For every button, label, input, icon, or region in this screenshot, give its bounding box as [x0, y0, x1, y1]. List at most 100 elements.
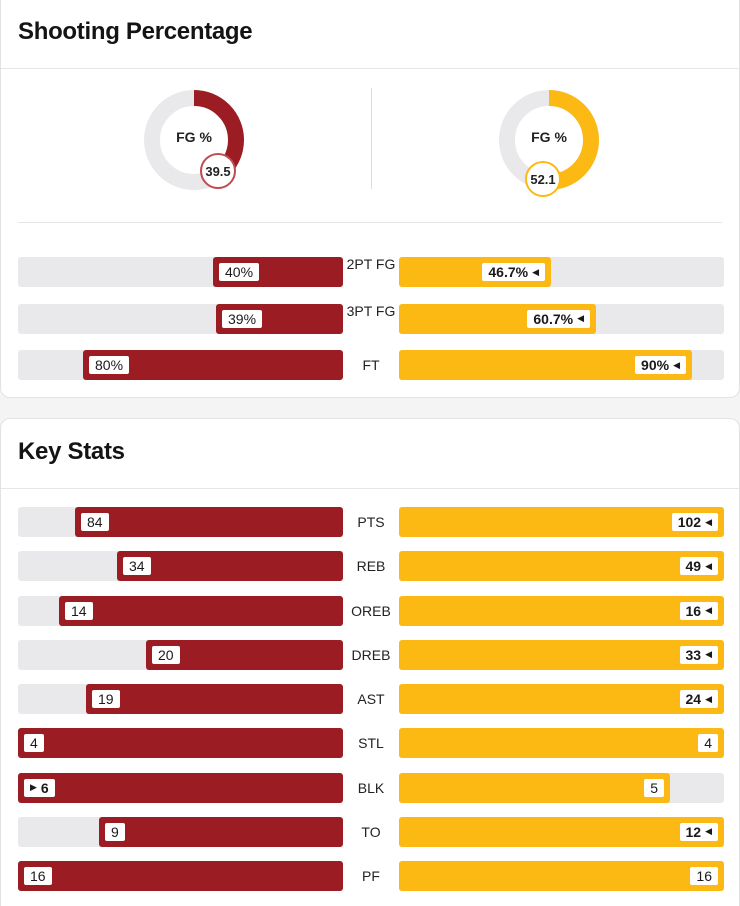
right-bar-stl: 4: [399, 728, 724, 759]
right-value-ast: 24 ◀: [677, 688, 720, 710]
right-fg-value-badge: 52.1: [525, 161, 561, 197]
left-track-to: 9: [18, 816, 343, 847]
left-value-blk: ▶ 6: [22, 776, 57, 799]
left-value-text: 84: [87, 514, 103, 530]
right-bar-oreb: 16 ◀: [399, 595, 724, 626]
left-track-dreb: 20: [18, 639, 343, 670]
right-value-stl: 4: [696, 732, 720, 755]
shooting-section-title: Shooting Percentage: [18, 18, 253, 45]
right-bar-dreb: 33 ◀: [399, 639, 724, 670]
right-bar-pf: 16: [399, 861, 724, 891]
left-value-text: 40%: [225, 264, 254, 280]
shooting-percentage-card: Shooting Percentage FG % 39.5 FG % 52.1 …: [0, 0, 740, 398]
right-value-text: 90%: [641, 357, 670, 373]
left-bar-reb: 34: [117, 551, 343, 582]
left-value-3pt-fg: 39%: [220, 307, 265, 330]
right-track-dreb: 33 ◀: [399, 639, 724, 670]
right-track-2pt-fg: 46.7% ◀: [399, 257, 724, 287]
left-value-ft: 80%: [87, 354, 132, 376]
left-track-pf: 16: [18, 861, 343, 891]
key-stats-title: Key Stats: [18, 438, 125, 465]
left-bar-stl: 4: [18, 728, 343, 759]
left-bar-ft: 80%: [83, 350, 343, 380]
stat-label-dreb: DREB: [351, 646, 391, 663]
left-value-reb: 34: [121, 555, 153, 578]
stat-label-ast: AST: [357, 691, 385, 707]
left-fg-donut: FG %: [142, 88, 246, 192]
left-track-stl: 4: [18, 728, 343, 759]
win-arrow-icon: ◀: [705, 693, 712, 704]
right-value-oreb: 16 ◀: [677, 599, 720, 622]
right-value-text: 12: [685, 823, 702, 840]
win-arrow-icon: ◀: [532, 266, 539, 277]
right-value-blk: 5: [642, 776, 666, 799]
left-track-blk: ▶ 6: [18, 772, 343, 803]
right-bar-ft: 90% ◀: [399, 350, 692, 380]
stat-label-oreb: OREB: [351, 602, 391, 619]
right-value-text: 46.7%: [488, 264, 529, 280]
right-fg-donut-label: FG %: [531, 129, 567, 145]
win-arrow-icon: ◀: [673, 359, 680, 370]
right-track-ft: 90% ◀: [399, 350, 724, 380]
left-track-pts: 84: [18, 507, 343, 537]
right-track-stl: 4: [399, 728, 724, 759]
right-value-pts: 102 ◀: [669, 511, 720, 533]
right-bar-reb: 49 ◀: [399, 551, 724, 582]
stat-label-pf: PF: [362, 868, 380, 884]
win-arrow-icon: ◀: [577, 313, 584, 323]
right-value-3pt-fg: 60.7% ◀: [525, 307, 592, 330]
left-value-dreb: 20: [150, 643, 182, 666]
left-value-text: 39%: [228, 310, 257, 327]
left-value-to: 9: [103, 820, 127, 843]
left-bar-to: 9: [99, 816, 343, 847]
left-bar-dreb: 20: [146, 639, 343, 670]
left-fg-donut-label: FG %: [176, 129, 212, 145]
win-arrow-icon: ◀: [705, 516, 712, 527]
stat-label-reb: REB: [356, 558, 386, 575]
stat-label-2pt-fg: 2PT FG: [346, 256, 396, 272]
stat-label-ft: FT: [362, 357, 380, 373]
win-arrow-icon: ◀: [705, 649, 712, 660]
left-bar-3pt-fg: 39%: [216, 303, 343, 334]
left-value-text: 9: [111, 823, 119, 840]
right-track-to: 12 ◀: [399, 816, 724, 847]
left-value-stl: 4: [22, 732, 46, 755]
right-value-text: 60.7%: [533, 310, 574, 327]
right-value-text: 16: [696, 868, 712, 884]
left-value-text: 16: [30, 868, 46, 884]
right-track-reb: 49 ◀: [399, 551, 724, 582]
left-track-oreb: 14: [18, 595, 343, 626]
right-track-pf: 16: [399, 861, 724, 891]
left-value-pf: 16: [22, 865, 54, 887]
right-bar-pts: 102 ◀: [399, 507, 724, 537]
left-track-3pt-fg: 39%: [18, 303, 343, 334]
right-track-blk: 5: [399, 772, 724, 803]
stat-label-to: TO: [361, 823, 381, 840]
left-value-text: 6: [40, 779, 49, 796]
left-bar-oreb: 14: [59, 595, 343, 626]
right-value-reb: 49 ◀: [677, 555, 720, 578]
section-divider: [1, 488, 739, 489]
right-track-pts: 102 ◀: [399, 507, 724, 537]
donut-divider: [371, 88, 372, 189]
left-fg-donut-svg: [144, 90, 244, 190]
right-value-text: 49: [685, 558, 702, 575]
right-value-dreb: 33 ◀: [677, 643, 720, 666]
right-value-to: 12 ◀: [677, 820, 720, 843]
stat-label-3pt-fg: 3PT FG: [346, 302, 396, 319]
left-bar-2pt-fg: 40%: [213, 257, 343, 287]
left-track-ast: 19: [18, 684, 343, 714]
left-value-2pt-fg: 40%: [217, 261, 262, 283]
left-bar-ast: 19: [86, 684, 343, 714]
left-bar-pf: 16: [18, 861, 343, 891]
right-bar-blk: 5: [399, 772, 670, 803]
left-value-text: 14: [71, 602, 87, 619]
stat-label-blk: BLK: [357, 779, 385, 796]
left-track-reb: 34: [18, 551, 343, 582]
right-value-text: 5: [650, 779, 658, 796]
left-value-text: 80%: [95, 357, 124, 373]
right-bar-to: 12 ◀: [399, 816, 724, 847]
left-track-ft: 80%: [18, 350, 343, 380]
right-track-3pt-fg: 60.7% ◀: [399, 303, 724, 334]
win-arrow-icon: ▶: [30, 782, 37, 792]
